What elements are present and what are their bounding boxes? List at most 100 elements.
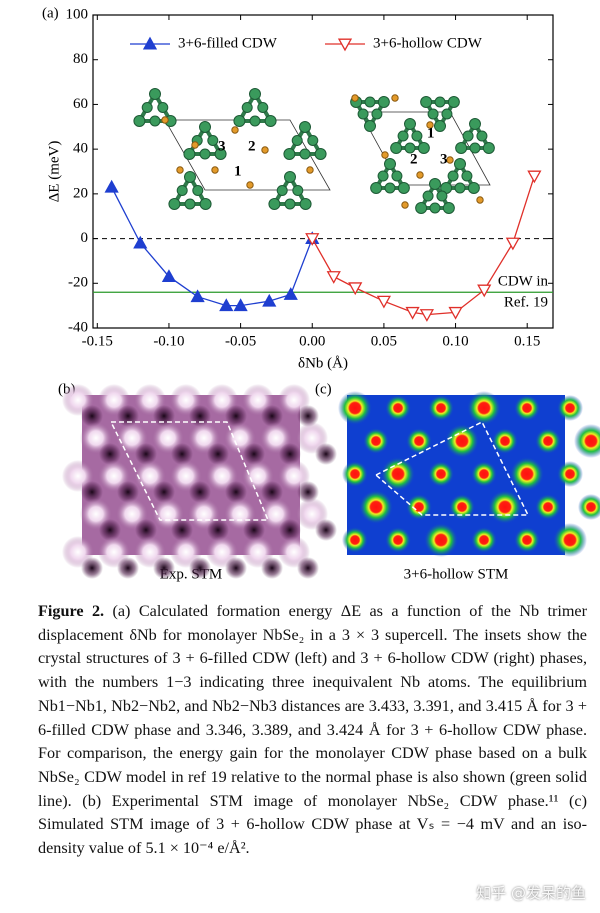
stm-spot: [338, 391, 372, 425]
nb-atom: [420, 96, 433, 108]
atom-index: 2: [410, 151, 418, 167]
stm-dark: [135, 519, 157, 541]
nb-atom: [249, 115, 261, 127]
data-point: [348, 282, 363, 296]
stm-spot: [342, 461, 368, 487]
se-atom: [391, 94, 399, 102]
nb-atom: [436, 190, 448, 202]
image-caption: 3+6-hollow STM: [404, 566, 509, 582]
stm-dark: [207, 519, 229, 541]
atom-index: 1: [234, 163, 242, 179]
data-point: [262, 293, 277, 307]
data-point: [448, 306, 463, 320]
nb-atom: [157, 102, 169, 113]
nb-atom: [284, 198, 296, 210]
nb-atom: [454, 182, 466, 194]
nb-atom: [307, 135, 319, 146]
reference-label: CDW in: [498, 274, 549, 290]
stm-dark: [99, 519, 121, 541]
se-atom: [211, 166, 219, 174]
nb-atom: [249, 88, 261, 100]
stm-spot: [557, 461, 583, 487]
nb-atom: [397, 182, 410, 194]
stm-spot: [553, 523, 587, 557]
legend-label: 3+6-filled CDW: [178, 35, 278, 51]
nb-atom: [442, 202, 455, 214]
stm-dark: [261, 405, 283, 427]
stm-dark: [243, 443, 265, 465]
stm-spot: [385, 527, 411, 553]
caption-text: (a) Calculated formation energy ΔE as a …: [38, 602, 587, 858]
data-point: [477, 284, 492, 298]
stm-dark: [315, 443, 337, 465]
y-tick-label: 0: [81, 230, 89, 246]
nb-atom: [462, 130, 474, 142]
x-tick-label: -0.15: [82, 333, 113, 349]
stm-spot: [381, 457, 415, 491]
nb-atom: [283, 148, 296, 160]
data-point: [527, 170, 542, 184]
stm-spot: [385, 395, 411, 421]
data-point: [376, 295, 392, 309]
stm-dark: [225, 481, 247, 503]
stm-cell: [374, 420, 530, 516]
nb-atom: [434, 120, 446, 132]
stm-dark: [279, 519, 301, 541]
stm-dark: [225, 405, 247, 427]
stm-spot: [557, 395, 583, 421]
x-tick-label: 0.05: [371, 333, 397, 349]
stm-dark: [189, 481, 211, 503]
stm-dark: [261, 481, 283, 503]
figure: (a) (b) (c) Exp. STM 3+6-hollow STM 3211…: [42, 5, 600, 582]
x-tick-label: 0.00: [299, 333, 325, 349]
nb-atom: [299, 121, 311, 133]
nb-atom: [417, 142, 430, 154]
nb-atom: [292, 185, 304, 196]
nb-atom: [371, 108, 383, 120]
nb-atom: [207, 135, 219, 146]
stm-dark: [243, 519, 265, 541]
panel-label: (c): [315, 381, 332, 397]
stm-image-b: [62, 384, 337, 579]
stm-spot: [574, 424, 600, 458]
nb-atom: [447, 96, 460, 108]
se-atom: [401, 201, 409, 209]
nb-atom: [149, 115, 161, 127]
stm-spot: [359, 490, 393, 524]
nb-atom: [454, 158, 466, 170]
se-atom: [351, 94, 359, 102]
stm-dark: [81, 481, 103, 503]
nb-atom: [434, 96, 446, 108]
legend-label: 3+6-hollow CDW: [373, 35, 483, 51]
se-atom: [176, 166, 184, 174]
nb-atom: [299, 148, 311, 160]
nb-atom: [357, 108, 369, 120]
nb-atom: [192, 185, 204, 196]
nb-atom: [455, 142, 468, 154]
stm-dark: [171, 443, 193, 465]
se-atom: [381, 151, 389, 159]
reference-label: Ref. 19: [504, 295, 548, 311]
stm-spot: [578, 494, 600, 520]
series-line: [311, 175, 535, 316]
x-tick-label: -0.05: [225, 333, 256, 349]
se-atom: [426, 121, 434, 129]
y-tick-label: 60: [73, 96, 88, 112]
nb-atom: [214, 148, 227, 160]
stm-dark: [117, 557, 139, 579]
nb-atom: [482, 142, 495, 154]
stm-dark: [153, 481, 175, 503]
stm-dark: [135, 443, 157, 465]
atom-index: 2: [248, 138, 256, 154]
y-tick-label: -20: [68, 275, 88, 291]
se-atom: [161, 116, 169, 124]
nb-atom: [441, 108, 453, 120]
atom-index: 1: [427, 125, 435, 141]
se-atom: [476, 196, 484, 204]
stm-dark: [189, 557, 211, 579]
se-atom: [416, 171, 424, 179]
stm-spot: [492, 428, 518, 454]
data-point: [219, 298, 234, 312]
stm-spot: [467, 391, 501, 425]
plot-frame: [92, 14, 554, 329]
